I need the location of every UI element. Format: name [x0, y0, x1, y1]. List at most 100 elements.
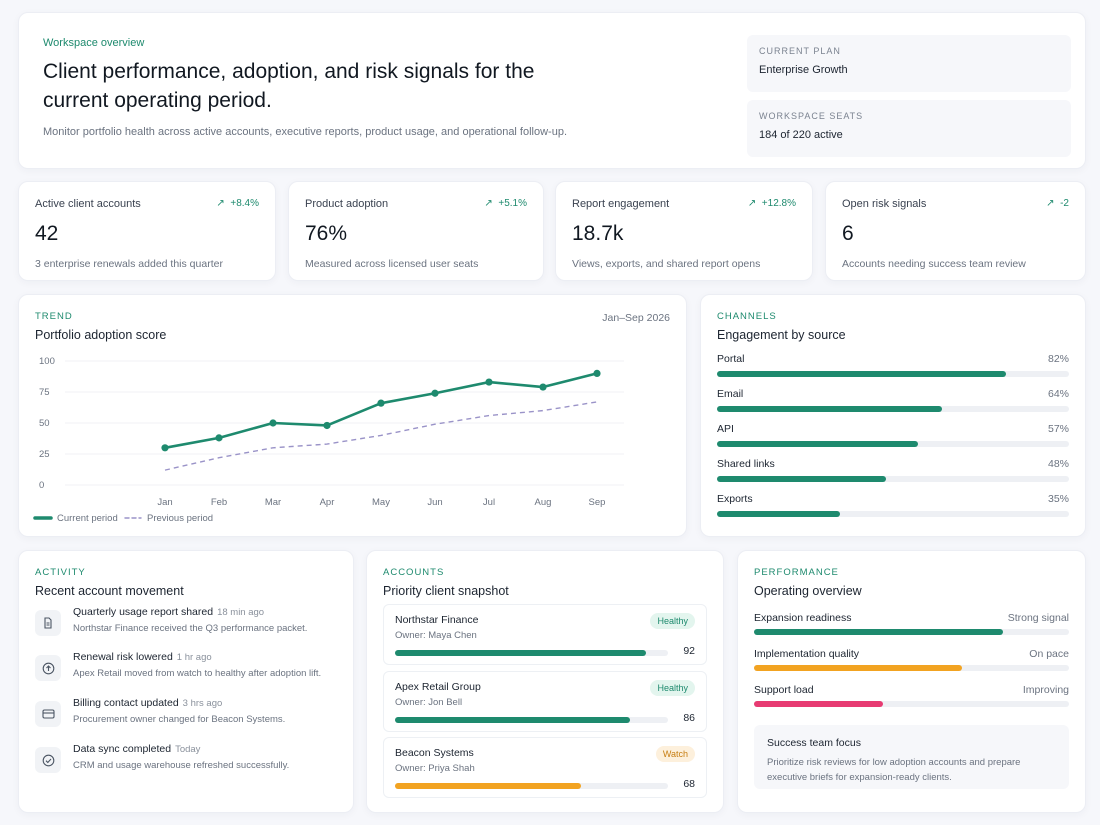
kpi-value: 42	[35, 222, 59, 245]
x-tick-label: May	[372, 497, 390, 508]
performance-bar-fill	[754, 665, 962, 671]
account-name: Apex Retail Group	[395, 681, 481, 693]
account-owner: Owner: Jon Bell	[395, 697, 463, 708]
channel-bar-fill	[717, 476, 886, 482]
y-tick-label: 50	[39, 418, 50, 429]
channel-bar-fill	[717, 511, 841, 517]
workspace-seats-label: WORKSPACE SEATS	[759, 111, 864, 121]
account-row[interactable]: Apex Retail Group Owner: Jon Bell Healthy 8…	[383, 671, 707, 732]
performance-card: PERFORMANCE Operating overview Expansion…	[737, 550, 1086, 813]
channel-percent: 35%	[1047, 493, 1069, 505]
legend-label: Current period	[57, 513, 118, 524]
kpi-sub: Measured across licensed user seats	[305, 258, 479, 270]
workspace-seats-value: 184 of 220 active	[759, 129, 843, 141]
data-point	[431, 389, 439, 397]
trend-title: Portfolio adoption score	[35, 328, 167, 342]
data-point	[323, 421, 331, 430]
kpi-value: 18.7k	[572, 222, 624, 245]
channels-card: CHANNELS Engagement by source Portal 82% E…	[700, 294, 1086, 537]
activity-card: ACTIVITY Recent account movement Quarter…	[18, 550, 354, 813]
channel-percent: 64%	[1047, 388, 1069, 400]
performance-label: Support load	[754, 684, 814, 696]
kpi-label: Active client accounts	[35, 198, 141, 210]
activity-title: Recent account movement	[35, 584, 184, 598]
account-score-track	[395, 783, 668, 789]
channels-kicker: CHANNELS	[717, 311, 777, 322]
y-tick-label: 0	[39, 480, 44, 491]
x-tick-label: Apr	[320, 497, 335, 508]
y-tick-label: 25	[39, 449, 50, 460]
kpi-card-active-accounts[interactable]: Active client accounts ↗ +8.4% 42 3 ente…	[18, 181, 276, 281]
y-tick-label: 100	[39, 356, 55, 367]
performance-bar-fill	[754, 629, 1003, 635]
channel-label: Exports	[717, 493, 753, 505]
kpi-card-report-engagement[interactable]: Report engagement ↗ +12.8% 18.7k Views, …	[555, 181, 813, 281]
trend-up-icon: ↗	[747, 198, 757, 209]
activity-item[interactable]: Billing contact updated 3 hrs ago Procure…	[35, 697, 337, 739]
current-plan-box: CURRENT PLAN Enterprise Growth	[747, 35, 1071, 92]
kpi-value: 76%	[305, 222, 348, 245]
channel-bar-track	[717, 371, 1069, 377]
kpi-delta: ↗ +8.4%	[216, 198, 259, 209]
account-score: 86	[683, 712, 695, 724]
channel-bar-track	[717, 406, 1069, 412]
account-row[interactable]: Beacon Systems Owner: Priya Shah Watch 68	[383, 737, 707, 798]
x-tick-label: Feb	[211, 497, 227, 508]
trend-up-icon: ↗	[484, 198, 493, 209]
data-point	[539, 383, 547, 391]
channel-row: Portal 82%	[717, 353, 1069, 383]
channel-bar-track	[717, 441, 1069, 447]
data-point	[215, 434, 223, 442]
data-point	[377, 399, 385, 407]
activity-time: 1 hr ago	[176, 652, 212, 663]
kpi-sub: Accounts needing success team review	[842, 258, 1026, 270]
performance-status: Strong signal	[1007, 612, 1069, 624]
status-badge: Healthy	[650, 613, 695, 629]
activity-title-text: Quarterly usage report shared	[73, 606, 214, 618]
account-score: 68	[683, 778, 695, 790]
performance-kicker: PERFORMANCE	[754, 567, 839, 578]
trend-up-icon: ↗	[216, 198, 225, 209]
channel-row: Exports 35%	[717, 493, 1069, 523]
current-plan-value: Enterprise Growth	[759, 64, 848, 76]
account-row[interactable]: Northstar Finance Owner: Maya Chen Healthy…	[383, 604, 707, 665]
channel-percent: 48%	[1047, 458, 1069, 470]
activity-desc: CRM and usage warehouse refreshed succes…	[73, 760, 290, 771]
performance-label: Implementation quality	[754, 648, 860, 660]
card-icon	[35, 701, 61, 727]
channel-label: Shared links	[717, 458, 775, 470]
status-badge: Watch	[655, 746, 695, 762]
channel-bar-track	[717, 476, 1069, 482]
accounts-kicker: ACCOUNTS	[383, 567, 445, 578]
account-score-fill	[395, 783, 581, 789]
kpi-label: Open risk signals	[842, 198, 927, 210]
y-tick-label: 75	[39, 387, 50, 398]
activity-item[interactable]: Quarterly usage report shared 18 min ago …	[35, 606, 337, 648]
focus-desc: Prioritize risk reviews for low adoption…	[767, 757, 1021, 783]
channel-label: Email	[717, 388, 744, 400]
performance-row: Expansion readiness Strong signal	[754, 612, 1069, 642]
success-focus-box: Success team focus Prioritize risk revie…	[754, 725, 1069, 789]
kpi-card-product-adoption[interactable]: Product adoption ↗ +5.1% 76% Measured ac…	[288, 181, 544, 281]
activity-time: 3 hrs ago	[182, 698, 223, 709]
kpi-card-risk-signals[interactable]: Open risk signals ↗ -2 6 Accounts needin…	[825, 181, 1086, 281]
channel-label: Portal	[717, 353, 745, 365]
performance-bar-track	[754, 701, 1069, 707]
page-subtitle: Monitor portfolio health across active a…	[43, 126, 568, 138]
channels-title: Engagement by source	[717, 328, 846, 342]
performance-status: On pace	[1029, 648, 1069, 660]
data-point	[485, 378, 493, 386]
arrow-up-circle-icon	[35, 655, 61, 681]
activity-item[interactable]: Data sync completed Today CRM and usage w…	[35, 743, 337, 785]
performance-label: Expansion readiness	[754, 612, 852, 624]
page-title: Client performance, adoption, and risk s…	[43, 60, 535, 112]
trend-up-icon: ↗	[1046, 198, 1055, 209]
account-name: Northstar Finance	[395, 614, 479, 626]
current-plan-label: CURRENT PLAN	[759, 46, 841, 56]
check-circle-icon	[35, 747, 61, 773]
focus-title: Success team focus	[767, 737, 861, 749]
x-tick-label: Jul	[483, 497, 495, 508]
x-tick-label: Jun	[427, 497, 442, 508]
activity-item[interactable]: Renewal risk lowered 1 hr ago Apex Retail…	[35, 651, 337, 693]
account-score-fill	[395, 650, 647, 656]
